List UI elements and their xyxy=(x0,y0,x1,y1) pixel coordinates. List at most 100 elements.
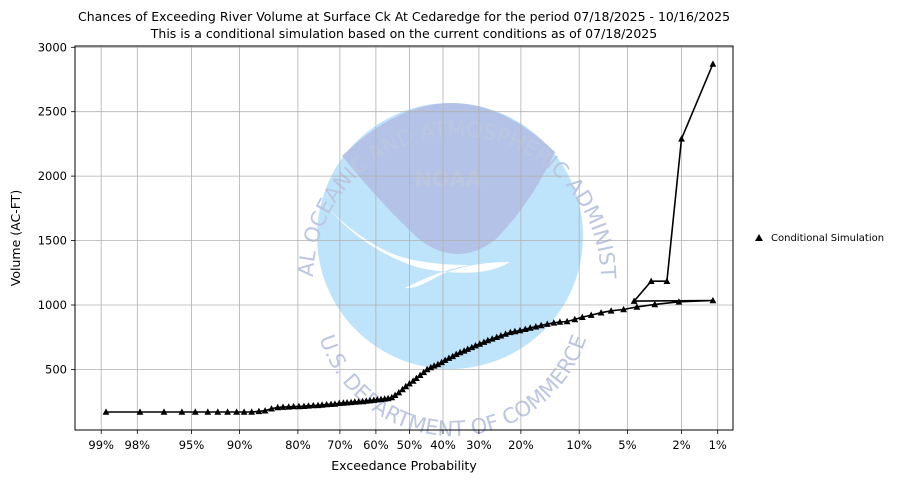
chart-title: Chances of Exceeding River Volume at Sur… xyxy=(78,9,730,24)
data-point-marker xyxy=(248,408,256,415)
legend: Conditional Simulation xyxy=(755,233,884,244)
data-point-marker xyxy=(191,408,199,415)
data-point-marker xyxy=(285,403,293,410)
data-point-marker xyxy=(445,354,453,361)
data-point-marker xyxy=(102,408,110,415)
data-point-marker xyxy=(497,332,505,339)
data-point-marker xyxy=(305,402,312,409)
data-point-marker xyxy=(178,408,186,415)
data-point-marker xyxy=(160,408,168,415)
data-point-marker xyxy=(214,408,222,415)
data-point-marker xyxy=(318,401,326,408)
y-tick-label: 2000 xyxy=(38,169,67,183)
data-point-marker xyxy=(468,343,476,351)
data-point-marker xyxy=(516,326,524,334)
x-tick-label: 70% xyxy=(327,438,353,452)
data-point-marker xyxy=(274,403,282,411)
data-point-marker xyxy=(537,321,545,329)
x-tick-label: 20% xyxy=(508,438,534,452)
data-point-marker xyxy=(597,309,605,316)
data-point-marker xyxy=(578,313,586,320)
y-tick-label: 1500 xyxy=(38,234,67,248)
data-point-marker xyxy=(620,305,627,313)
data-point-marker xyxy=(675,298,683,305)
x-tick-label: 90% xyxy=(227,438,253,452)
data-point-marker xyxy=(406,380,413,387)
data-point-marker xyxy=(472,342,479,349)
data-point-marker xyxy=(709,296,717,304)
data-point-marker xyxy=(290,402,297,410)
data-point-marker xyxy=(480,338,488,345)
x-tick-label: 40% xyxy=(430,438,456,452)
x-tick-label: 99% xyxy=(88,438,114,452)
noaa-logo-bird-lower xyxy=(318,196,510,289)
data-point-marker xyxy=(279,403,287,410)
data-point-marker xyxy=(441,356,449,363)
data-point-marker xyxy=(663,277,671,284)
x-axis-label: Exceedance Probability xyxy=(331,458,477,473)
x-tick-label: 1% xyxy=(709,438,727,452)
data-point-marker xyxy=(543,320,551,327)
data-point-marker xyxy=(647,277,655,284)
y-axis-label: Volume (AC-FT) xyxy=(8,190,23,286)
data-point-marker xyxy=(502,330,509,337)
plot-frame xyxy=(74,45,734,431)
data-point-marker xyxy=(402,382,410,390)
data-point-marker xyxy=(391,391,399,398)
data-point-marker xyxy=(388,393,396,401)
series-layer xyxy=(102,60,717,415)
x-tick-label: 2% xyxy=(672,438,690,452)
x-tick-label: 30% xyxy=(466,438,492,452)
data-point-marker xyxy=(633,303,641,310)
data-point-marker xyxy=(240,408,248,415)
data-point-marker xyxy=(427,363,435,371)
y-tick-label: 3000 xyxy=(38,40,67,54)
data-point-marker xyxy=(233,408,240,415)
data-point-marker xyxy=(395,389,403,396)
data-point-marker xyxy=(423,365,431,373)
grid xyxy=(75,46,733,430)
data-point-marker xyxy=(224,408,231,415)
chart-subtitle: This is a conditional simulation based o… xyxy=(150,26,657,41)
x-tick-label: 95% xyxy=(179,438,205,452)
data-point-marker xyxy=(300,402,308,409)
data-point-marker xyxy=(399,385,406,393)
x-axis: 99% 98% 95% 90% 80% 70% 60% 50% 40% 30% 20% 10% 5% 2%… xyxy=(88,430,727,452)
y-tick-label: 2500 xyxy=(38,105,67,119)
data-point-marker xyxy=(309,401,317,409)
y-tick-label: 500 xyxy=(45,362,67,376)
data-point-marker xyxy=(420,368,428,376)
data-point-marker xyxy=(511,327,519,335)
data-point-marker xyxy=(550,319,558,326)
data-point-marker xyxy=(630,297,638,304)
data-point-marker xyxy=(268,405,275,412)
data-point-marker xyxy=(452,350,460,357)
data-point-marker xyxy=(556,318,564,325)
data-point-marker xyxy=(532,323,540,330)
data-point-marker xyxy=(678,135,685,142)
data-point-marker xyxy=(476,340,484,347)
data-point-marker xyxy=(261,407,269,414)
y-axis: 500 1000 1500 2000 2500 3000 xyxy=(38,40,75,376)
data-point-marker xyxy=(204,408,212,415)
data-point-marker xyxy=(255,407,263,415)
x-tick-label: 10% xyxy=(566,438,592,452)
data-point-marker xyxy=(709,60,717,67)
data-point-marker xyxy=(295,402,303,410)
data-point-marker xyxy=(449,352,457,360)
y-tick-label: 1000 xyxy=(38,298,67,312)
data-point-marker xyxy=(416,371,424,378)
data-point-marker xyxy=(438,358,445,366)
data-point-marker xyxy=(409,377,417,384)
x-tick-label: 80% xyxy=(285,438,311,452)
x-tick-label: 5% xyxy=(618,438,636,452)
data-point-marker xyxy=(587,311,595,318)
data-point-marker xyxy=(464,345,472,352)
data-point-marker xyxy=(136,408,144,415)
data-point-marker xyxy=(460,347,468,354)
x-tick-label: 60% xyxy=(363,438,389,452)
x-tick-label: 98% xyxy=(125,438,151,452)
legend-entry: Conditional Simulation xyxy=(771,233,884,244)
data-point-marker xyxy=(413,374,420,381)
